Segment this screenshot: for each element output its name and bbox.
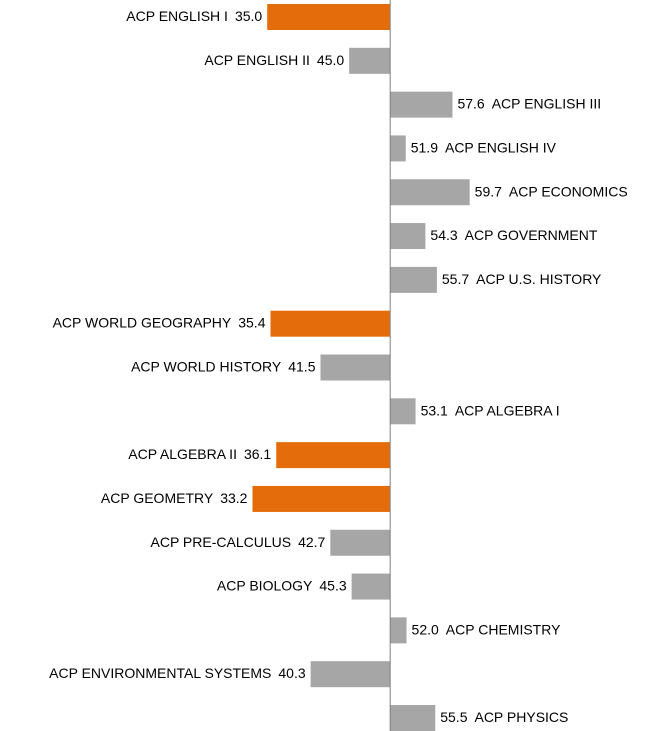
value-label: 52.0 [412, 621, 439, 637]
bar [276, 442, 391, 469]
bar [252, 485, 391, 512]
value-label: 35.0 [235, 8, 262, 24]
bar-label: ACP ENGLISH I 35.0 [126, 8, 262, 24]
category-label: ACP GOVERNMENT [465, 227, 598, 243]
value-label: 51.9 [411, 139, 438, 155]
bar [310, 661, 391, 688]
value-label: 42.7 [298, 533, 325, 549]
bar-label: 52.0 ACP CHEMISTRY [412, 621, 562, 637]
bar-label: ACP ALGEBRA II 36.1 [128, 446, 271, 462]
bar [390, 266, 437, 293]
bar-label: 59.7 ACP ECONOMICS [475, 183, 628, 199]
category-label: ACP ALGEBRA I [455, 402, 560, 418]
bar-label: ACP BIOLOGY 45.3 [217, 577, 347, 593]
bar [270, 310, 391, 337]
value-label: 57.6 [457, 95, 484, 111]
bar [349, 47, 391, 74]
category-label: ACP ECONOMICS [509, 183, 628, 199]
category-label: ACP ENGLISH I [126, 8, 228, 24]
bar [390, 223, 426, 250]
value-label: 45.3 [319, 577, 346, 593]
category-label: ACP PHYSICS [474, 709, 568, 725]
bar-label: ACP ENVIRONMENTAL SYSTEMS 40.3 [49, 665, 306, 681]
value-label: 41.5 [288, 358, 315, 374]
bar [390, 135, 406, 162]
value-label: 40.3 [278, 665, 305, 681]
bar [351, 573, 391, 600]
bar-label: ACP WORLD GEOGRAPHY 35.4 [53, 314, 266, 330]
value-label: 54.3 [430, 227, 457, 243]
value-label: 33.2 [220, 490, 247, 506]
category-label: ACP CHEMISTRY [446, 621, 561, 637]
bar-label: 54.3 ACP GOVERNMENT [430, 227, 597, 243]
category-label: ACP WORLD GEOGRAPHY [53, 314, 232, 330]
value-label: 45.0 [317, 52, 344, 68]
value-label: 59.7 [475, 183, 502, 199]
category-label: ACP U.S. HISTORY [476, 271, 602, 287]
bar [390, 179, 470, 206]
bar [320, 354, 391, 381]
category-label: ACP PRE-CALCULUS [151, 533, 292, 549]
bar [390, 398, 416, 425]
category-label: ACP BIOLOGY [217, 577, 313, 593]
bar-label: ACP ENGLISH II 45.0 [204, 52, 344, 68]
bar-label: 53.1 ACP ALGEBRA I [421, 402, 560, 418]
bar-label: 51.9 ACP ENGLISH IV [411, 139, 557, 155]
bar [390, 91, 453, 118]
category-label: ACP GEOMETRY [101, 490, 214, 506]
bar-label: ACP GEOMETRY 33.2 [101, 490, 248, 506]
category-label: ACP WORLD HISTORY [131, 358, 282, 374]
category-label: ACP ALGEBRA II [128, 446, 237, 462]
value-label: 35.4 [238, 314, 265, 330]
bar [390, 705, 436, 731]
value-label: 55.7 [442, 271, 469, 287]
value-label: 53.1 [421, 402, 448, 418]
bar [390, 617, 407, 644]
bar [267, 4, 391, 30]
bar-label: ACP PRE-CALCULUS 42.7 [151, 533, 326, 549]
category-label: ACP ENVIRONMENTAL SYSTEMS [49, 665, 271, 681]
bar-label: 55.5 ACP PHYSICS [440, 709, 568, 725]
bar-label: ACP WORLD HISTORY 41.5 [131, 358, 316, 374]
category-label: ACP ENGLISH III [492, 95, 601, 111]
bar [330, 529, 391, 556]
bar-label: 55.7 ACP U.S. HISTORY [442, 271, 602, 287]
value-label: 36.1 [244, 446, 271, 462]
category-label: ACP ENGLISH II [204, 52, 310, 68]
bar-label: 57.6 ACP ENGLISH III [457, 95, 601, 111]
value-label: 55.5 [440, 709, 467, 725]
category-label: ACP ENGLISH IV [445, 139, 557, 155]
